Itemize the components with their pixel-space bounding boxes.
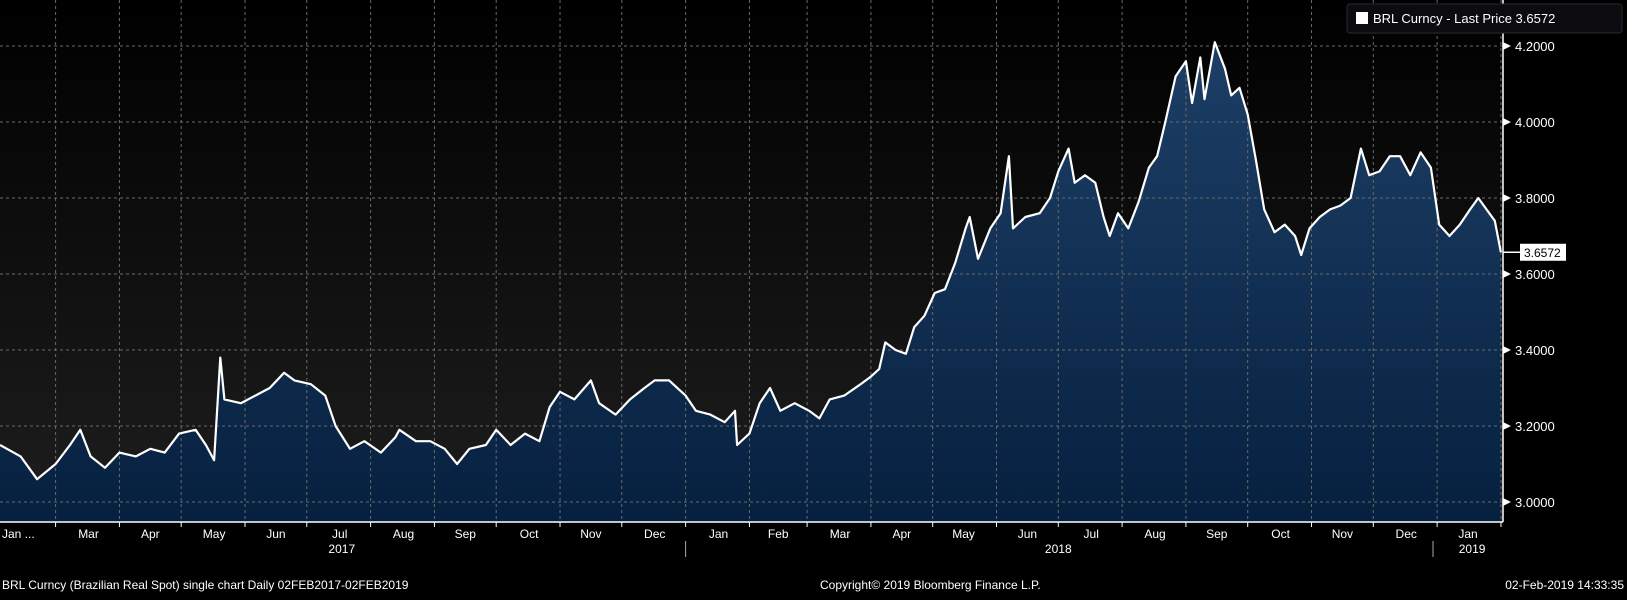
y-tick-mark [1503,346,1511,354]
footer-description: BRL Curncy (Brazilian Real Spot) single … [2,578,409,592]
y-tick-mark [1503,270,1511,278]
y-axis: 3.0000 3.2000 3.4000 3.6000 3.8000 4.0000 4.20… [1503,39,1555,510]
y-tick-mark [1503,42,1511,50]
y-tick-mark [1503,422,1511,430]
x-tick-label: Oct [520,527,539,541]
legend-swatch-icon [1356,12,1368,24]
x-tick-label: Jan [709,527,728,541]
grid-over-area [0,0,1503,522]
x-tick-label: Apr [141,527,160,541]
x-tick-label: Aug [393,527,414,541]
x-tick-label: May [952,527,975,541]
last-price-label: 3.6572 [1524,246,1561,260]
x-tick-label: Jan ... [2,527,35,541]
footer-timestamp: 02-Feb-2019 14:33:35 [1505,578,1624,592]
y-tick-label: 3.4000 [1515,343,1555,358]
y-tick-mark [1503,498,1511,506]
x-tick-label: Mar [78,527,99,541]
x-tick-label: Oct [1271,527,1290,541]
x-tick-label: Jun [266,527,285,541]
x-tick-label: Jan [1458,527,1477,541]
x-tick-label: Apr [892,527,911,541]
x-tick-label: Sep [455,527,477,541]
y-tick-label: 3.0000 [1515,495,1555,510]
x-tick-label: Jul [1084,527,1099,541]
legend: BRL Curncy - Last Price 3.6572 [1346,3,1623,34]
y-tick-label: 4.2000 [1515,39,1555,54]
y-tick-label: 3.2000 [1515,419,1555,434]
x-axis: Jan ... Mar Apr May Jun Jul Aug Sep Oct Nov Dec Jan… [2,522,1502,557]
x-tick-label: Jun [1018,527,1037,541]
x-tick-label: May [203,527,226,541]
x-tick-label: Dec [1396,527,1417,541]
footer-copyright: Copyright© 2019 Bloomberg Finance L.P. [820,578,1041,592]
x-tick-label: Jul [332,527,347,541]
y-tick-label: 3.6000 [1515,267,1555,282]
y-tick-mark [1503,194,1511,202]
x-tick-label: Feb [768,527,789,541]
y-tick-label: 4.0000 [1515,115,1555,130]
x-tick-label: Dec [644,527,665,541]
last-price-marker: 3.6572 [1503,243,1566,261]
legend-label: BRL Curncy - Last Price 3.6572 [1373,11,1555,26]
year-label: 2019 [1459,542,1486,556]
x-tick-label: Nov [580,527,601,541]
year-label: 2017 [328,542,355,556]
x-tick-label: Sep [1206,527,1228,541]
y-tick-mark [1503,118,1511,126]
year-label: 2018 [1045,542,1072,556]
price-line [0,41,1502,481]
y-tick-label: 3.8000 [1515,191,1555,206]
x-tick-label: Nov [1332,527,1353,541]
x-tick-label: Aug [1144,527,1165,541]
price-area [0,42,1501,522]
x-tick-label: Mar [830,527,851,541]
legend-box [1346,3,1623,34]
